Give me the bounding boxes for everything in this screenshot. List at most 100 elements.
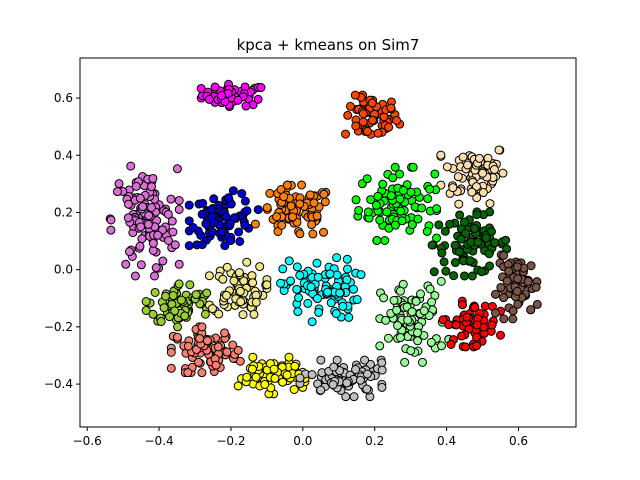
scatter-point (400, 357, 410, 367)
scatter-point (269, 364, 279, 374)
scatter-point (207, 227, 217, 237)
x-tick-label: 0.6 (509, 434, 528, 448)
scatter-point (151, 263, 161, 273)
scatter-point (445, 219, 455, 229)
scatter-point (457, 300, 467, 310)
scatter-point (228, 340, 238, 350)
scatter-point (240, 196, 250, 206)
scatter-point (288, 212, 298, 222)
scatter-point (276, 278, 286, 288)
scatter-point (217, 227, 227, 237)
cluster-4 (351, 162, 442, 245)
scatter-point (166, 347, 176, 357)
plot-frame (79, 57, 577, 428)
scatter-point (286, 276, 296, 286)
scatter-point (222, 262, 232, 272)
scatter-point (423, 194, 433, 204)
scatter-point (397, 216, 407, 226)
scatter-point (316, 385, 326, 395)
scatter-point (395, 286, 405, 296)
scatter-point (382, 207, 392, 217)
scatter-point (202, 288, 212, 298)
scatter-point (146, 182, 156, 192)
scatter-point (485, 261, 495, 271)
scatter-point (242, 257, 252, 267)
scatter-point (341, 129, 351, 139)
scatter-point (512, 262, 522, 272)
scatter-point (494, 145, 504, 155)
scatter-point (390, 220, 400, 230)
scatter-point (150, 287, 160, 297)
scatter-point (307, 317, 317, 327)
scatter-point (106, 225, 116, 235)
scatter-point (166, 363, 176, 373)
scatter-point (256, 83, 266, 93)
scatter-point (351, 195, 361, 205)
scatter-point (342, 264, 352, 274)
scatter-point (408, 162, 418, 172)
scatter-point (407, 307, 417, 317)
x-tick-label: −0.4 (145, 434, 174, 448)
scatter-point (126, 161, 136, 171)
scatter-point (326, 298, 336, 308)
scatter-point (358, 109, 368, 119)
scatter-point (472, 320, 482, 330)
scatter-point (282, 180, 292, 190)
scatter-point (153, 230, 163, 240)
scatter-point (395, 333, 405, 343)
scatter-point (461, 228, 471, 238)
scatter-point (457, 331, 467, 341)
scatter-point (465, 256, 475, 266)
scatter-point (166, 194, 176, 204)
scatter-point (289, 384, 299, 394)
scatter-point (363, 207, 373, 217)
scatter-point (249, 309, 259, 319)
scatter-point (403, 315, 413, 325)
scatter-point (379, 293, 389, 303)
cluster-6 (250, 180, 331, 239)
scatter-point (195, 334, 205, 344)
cluster-3 (436, 145, 508, 209)
scatter-point (406, 187, 416, 197)
scatter-point (377, 382, 387, 392)
chart-title: kpca + kmeans on Sim7 (237, 36, 420, 54)
scatter-point (161, 291, 171, 301)
scatter-point (284, 352, 294, 362)
scatter-point (248, 278, 258, 288)
scatter-point (496, 330, 506, 340)
scatter-point (478, 168, 488, 178)
cluster-10 (204, 257, 272, 320)
scatter-point (292, 284, 302, 294)
scatter-point (180, 311, 190, 321)
scatter-point (238, 310, 248, 320)
scatter-point (135, 193, 145, 203)
scatter-point (484, 249, 494, 259)
scatter-point (436, 276, 446, 286)
cluster-9 (141, 279, 220, 332)
scatter-point (325, 269, 335, 279)
scatter-point (419, 306, 429, 316)
scatter-point (377, 358, 387, 368)
scatter-point (176, 295, 186, 305)
scatter-point (398, 185, 408, 195)
scatter-point (114, 179, 124, 189)
scatter-point (499, 314, 509, 324)
scatter-point (241, 101, 251, 111)
scatter-point (377, 365, 387, 375)
scatter-point (392, 115, 402, 125)
scatter-point (354, 205, 364, 215)
scatter-point (148, 173, 158, 183)
scatter-point (411, 296, 421, 306)
scatter-point (197, 209, 207, 219)
scatter-point (426, 337, 436, 347)
scatter-point (220, 241, 230, 251)
scatter-point (173, 322, 183, 332)
scatter-point (349, 284, 359, 294)
scatter-point (362, 384, 372, 394)
scatter-point (112, 187, 122, 197)
scatter-point (286, 201, 296, 211)
scatter-point (295, 373, 305, 383)
y-tick-label: 0.4 (54, 148, 73, 162)
scatter-point (278, 264, 288, 274)
